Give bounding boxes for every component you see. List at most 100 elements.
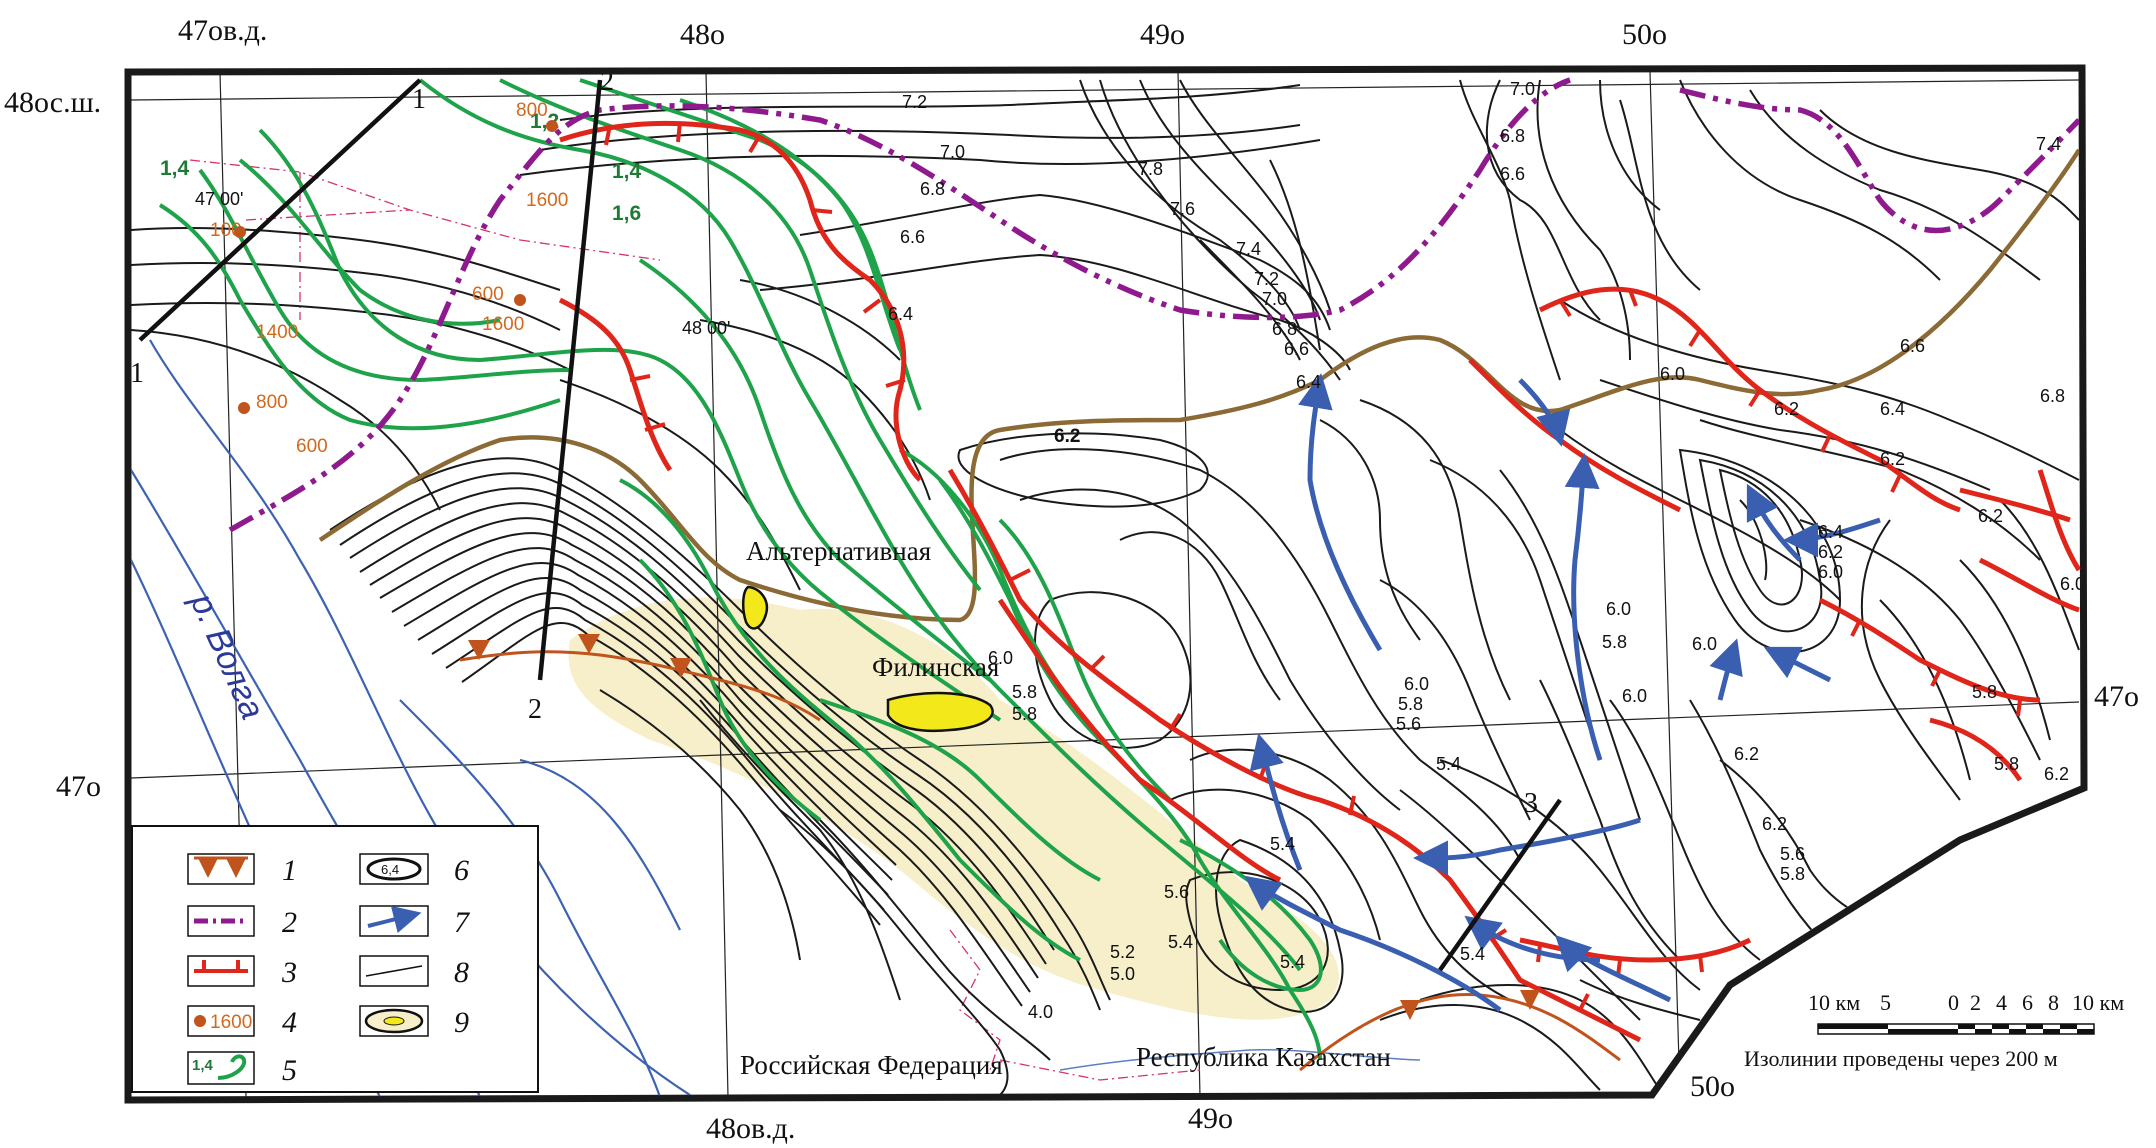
contour-label: 4.0	[1028, 1002, 1053, 1022]
scale-tick: 10 км	[2072, 990, 2124, 1015]
contour-label: 6.8	[2040, 386, 2065, 406]
lon-label: 50о	[1622, 18, 1667, 51]
profile-label: 2	[528, 694, 542, 725]
contour-label: 5.8	[1780, 864, 1805, 884]
scale-tick: 8	[2048, 990, 2059, 1015]
contour-label: 6.0	[1606, 599, 1631, 619]
contour-label: 5.4	[1436, 754, 1461, 774]
contour-label: 6.0	[2060, 574, 2085, 594]
contour-label: 7.4	[2036, 134, 2061, 154]
contour-label: 6.4	[1296, 372, 1321, 392]
contour-label: 6.8	[1272, 319, 1297, 339]
legend-item-2: 2	[187, 905, 297, 939]
contour-label: 5.4	[1280, 952, 1305, 972]
well-dot-icon	[194, 1015, 206, 1027]
legend-number: 6	[454, 854, 469, 887]
contour-label: 6.8	[920, 179, 945, 199]
legend-item-7: 7	[359, 905, 471, 939]
contour-label: 5.4	[1168, 932, 1193, 952]
contour-label: 6.6	[1500, 164, 1525, 184]
contour-label: 7.0	[940, 142, 965, 162]
well-dot	[546, 120, 558, 132]
blue-arrow-icon	[367, 905, 422, 934]
contour-label: 5.8	[1972, 682, 1997, 702]
legend-sample: 1,4	[192, 1057, 214, 1074]
legend-number: 3	[281, 956, 297, 989]
contour-label: 5.6	[1396, 714, 1421, 734]
scale-note: Изолинии проведены через 200 м	[1744, 1046, 2058, 1071]
legend-item-8: 8	[359, 955, 469, 989]
contour-label: 7.0	[1510, 79, 1535, 99]
legend-number: 4	[282, 1006, 297, 1039]
contour-label: 6.0	[988, 648, 1013, 668]
legend-item-9: 9	[359, 1005, 469, 1039]
depth-label: 600	[296, 436, 328, 457]
lat-label: 47о	[2094, 680, 2139, 713]
legend-sample: 6,4	[381, 862, 399, 877]
legend-number: 1	[282, 854, 297, 887]
depth-label: 1600	[526, 190, 568, 211]
contour-label: 6.6	[900, 227, 925, 247]
contour-label: 7.6	[1170, 199, 1195, 219]
lon-label: 47ов.д.	[178, 14, 267, 47]
green-contour-label: 1,6	[612, 202, 641, 225]
legend-item-1: 1	[187, 853, 297, 887]
contour-label: 5.2	[1110, 942, 1135, 962]
contour-label: 6.4	[888, 304, 913, 324]
scale-tick: 4	[1996, 990, 2007, 1015]
contour-label: 6.2	[1880, 449, 1905, 469]
basin-area	[568, 597, 1339, 1020]
contour-label: 5.8	[1012, 682, 1037, 702]
thin-line-icon	[365, 965, 423, 977]
legend-item-3: 3	[187, 955, 297, 989]
contour-label: 5.8	[1012, 704, 1037, 724]
scale-tick: 0	[1948, 990, 1959, 1015]
inset-coord-label: 48 00'	[682, 318, 730, 338]
contour-label: 5.4	[1460, 944, 1485, 964]
lon-label: 50о	[1690, 1070, 1735, 1103]
contour-label: 6.2	[2044, 764, 2069, 784]
well-dot	[234, 226, 246, 238]
green-isoline-icon	[217, 1054, 247, 1080]
profile-lines	[138, 78, 1562, 972]
contour-label: 7.8	[1138, 159, 1163, 179]
legend-sample: 1600	[210, 1012, 252, 1033]
depth-label: 1600	[482, 314, 524, 335]
contour-label: 6.0	[1622, 686, 1647, 706]
contour-label: 5.0	[1110, 964, 1135, 984]
contour-label: 6.6	[1900, 336, 1925, 356]
fault-triangles	[468, 634, 1540, 1020]
state-border	[1059, 1048, 1421, 1071]
map-frame	[124, 64, 2088, 1104]
lat-label: 47о	[56, 770, 101, 803]
profile-label: 2	[600, 66, 614, 97]
depth-label: 800	[256, 392, 288, 413]
green-labels: 1,4 1,6 1,4 1,2	[160, 110, 642, 225]
contour-label: 6.0	[1404, 674, 1429, 694]
contour-label: 6.0	[1692, 634, 1717, 654]
filinskaya-label: Филинская	[872, 652, 999, 682]
black-isoline-icon	[366, 857, 422, 881]
contour-label: 6.2	[1978, 506, 2003, 526]
legend-number: 9	[454, 1006, 469, 1039]
lon-label: 49о	[1188, 1102, 1233, 1135]
contour-label: 6.4	[1880, 399, 1905, 419]
green-isolines	[158, 78, 1323, 1061]
kazakhstan-label: Республика Казахстан	[1136, 1042, 1391, 1072]
lon-label: 49о	[1140, 18, 1185, 51]
well-dot	[238, 402, 250, 414]
legend-number: 2	[282, 906, 297, 939]
russia-label: Российская Федерация	[740, 1050, 1003, 1080]
lon-label: 48о	[680, 18, 725, 51]
blue-arrows	[1244, 373, 1881, 1013]
legend-number: 7	[454, 906, 471, 939]
scale-tick: 6	[2022, 990, 2033, 1015]
contour-label: 5.8	[1602, 632, 1627, 652]
depth-label: 800	[516, 100, 548, 121]
contour-label: 6.0	[1818, 562, 1843, 582]
depth-label: 600	[472, 284, 504, 305]
well-dot	[514, 294, 526, 306]
coordinate-labels: 47ов.д. 48о 49о 50о 48ос.ш. 47о 47о 48ов…	[4, 14, 2139, 1145]
contour-label: 5.4	[1270, 834, 1295, 854]
scale-tick: 10 км	[1808, 990, 1860, 1015]
